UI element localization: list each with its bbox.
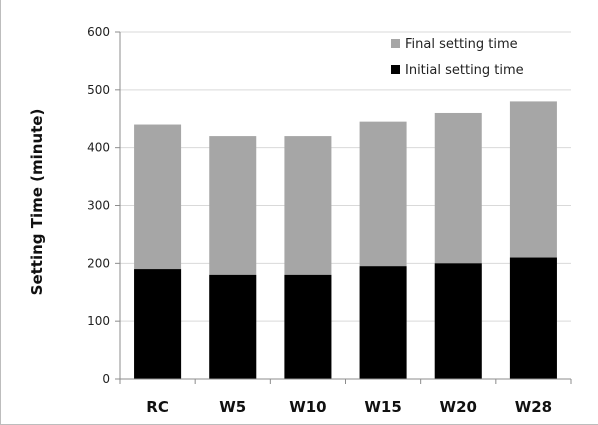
x-tick-labels: RC W5 W10 W15 W20 W28 xyxy=(146,398,552,416)
y-tick-label: 300 xyxy=(87,199,110,213)
y-tick-label: 600 xyxy=(87,25,110,39)
bar-initial-setting-time xyxy=(209,274,257,379)
x-tick-label: W5 xyxy=(219,398,246,416)
legend-label: Final setting time xyxy=(405,37,518,52)
bars xyxy=(134,101,557,380)
x-tick-label: W28 xyxy=(515,398,552,416)
legend-swatch xyxy=(391,39,400,48)
x-tick-label: W20 xyxy=(440,398,477,416)
y-tick-label: 0 xyxy=(102,372,110,386)
y-tick-label: 400 xyxy=(87,141,110,155)
x-tick-label: W15 xyxy=(364,398,401,416)
bar-initial-setting-time xyxy=(284,274,332,379)
legend: Final setting time Initial setting time xyxy=(391,37,524,78)
bar-initial-setting-time xyxy=(359,266,407,379)
x-tick-label: W10 xyxy=(289,398,326,416)
x-tick-label: RC xyxy=(146,398,169,416)
legend-swatch xyxy=(391,65,400,74)
axes xyxy=(115,31,572,384)
bar-initial-setting-time xyxy=(134,269,182,379)
y-tick-labels: 0 100 200 300 400 500 600 xyxy=(87,25,110,386)
bar-initial-setting-time xyxy=(434,263,482,379)
y-tick-label: 200 xyxy=(87,256,110,270)
legend-label: Initial setting time xyxy=(405,63,524,78)
gridlines xyxy=(120,31,571,322)
bar-initial-setting-time xyxy=(509,257,557,379)
y-tick-label: 100 xyxy=(87,314,110,328)
y-axis-title: Setting Time (minute) xyxy=(28,109,46,296)
y-tick-label: 500 xyxy=(87,83,110,97)
